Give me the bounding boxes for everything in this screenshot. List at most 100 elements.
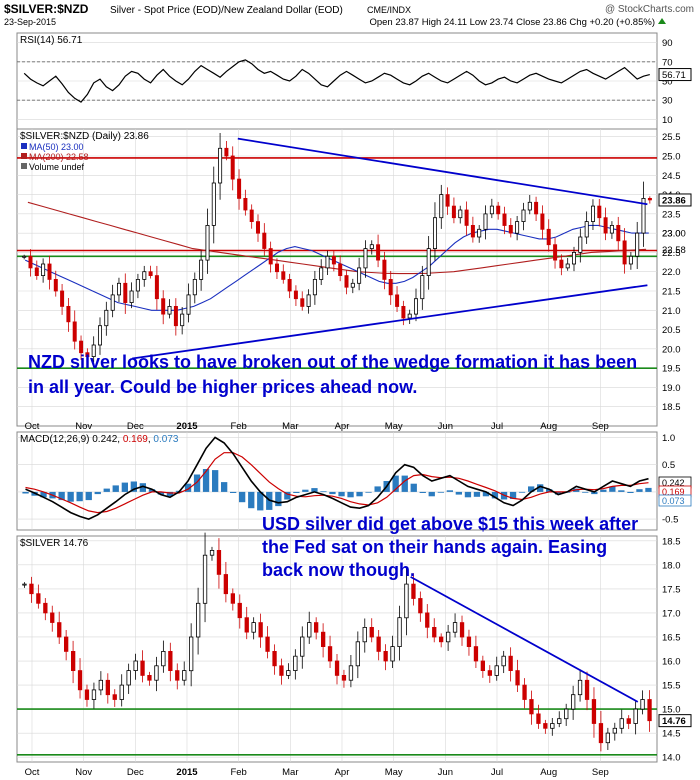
nzd-candle [306, 294, 311, 307]
nzd-candle [540, 213, 545, 230]
macd-histogram-bar [437, 491, 444, 493]
usd-candle [279, 665, 284, 676]
nzd-candle [79, 340, 84, 354]
nzd-candle [559, 259, 564, 269]
nzd-candle [464, 209, 469, 226]
rsi-tick-label: 90 [662, 38, 673, 49]
stockcharts-watermark[interactable]: @ StockCharts.com [605, 4, 694, 15]
ma50-legend: MA(50) 23.00 [29, 142, 84, 152]
nzd-candle [407, 313, 412, 319]
nzd-candle [249, 209, 254, 223]
usd-candle [258, 622, 263, 638]
usd-candle [508, 655, 513, 672]
usd-candle [411, 583, 416, 599]
nzd-tick-label: 22.0 [662, 267, 681, 278]
usd-candle [161, 651, 166, 667]
nzd-month-label: Jul [491, 421, 503, 432]
usd-month-label: Aug [540, 767, 557, 778]
usd-candle [265, 636, 270, 652]
nzd-candle [287, 278, 292, 292]
macd-histogram-bar [609, 486, 616, 492]
usd-candle [577, 679, 583, 696]
usd-candle [612, 727, 617, 734]
usd-annotation-box: USD silver did get above $15 this week a… [262, 514, 638, 580]
macd-histogram-bar [40, 491, 47, 498]
macd-value-tag: 0.242 [662, 478, 685, 488]
macd-histogram-bar [248, 491, 255, 509]
macd-histogram-bar [85, 491, 92, 501]
macd-histogram-bar [518, 491, 526, 493]
nzd-candle [597, 205, 602, 219]
usd-candle [237, 602, 242, 619]
usd-candle [209, 550, 215, 556]
nzd-candle [85, 352, 90, 358]
macd-histogram-bar [627, 491, 634, 493]
usd-month-label: Jul [491, 767, 503, 778]
nzd-candle [205, 224, 210, 261]
symbol-description: Silver - Spot Price (EOD)/New Zealand Do… [110, 5, 343, 16]
nzd-candle [173, 305, 178, 327]
exchange-label: CME/INDX [367, 5, 411, 15]
macd-histogram-bar [591, 491, 598, 495]
nzd-candle [255, 221, 260, 234]
nzd-candle [325, 255, 330, 269]
macd-histogram-bar [446, 490, 453, 492]
nzd-candle [591, 205, 596, 222]
nzd-candle [515, 221, 520, 234]
usd-candle [383, 651, 388, 662]
nzd-candle [439, 194, 444, 219]
usd-month-label: Mar [282, 767, 298, 778]
macd-histogram-bar [491, 491, 499, 499]
usd-candle [133, 660, 138, 672]
nzd-month-label: Aug [540, 421, 557, 432]
usd-candle [633, 708, 638, 724]
nzd-candle [123, 282, 128, 303]
nzd-panel-label: $SILVER:$NZD (Daily) 23.86 [20, 131, 149, 142]
usd-candle [36, 593, 41, 604]
usd-candle [188, 636, 194, 672]
usd-candle [452, 622, 458, 633]
usd-candle [244, 617, 249, 633]
rsi-tick-label: 30 [662, 96, 673, 107]
nzd-candle [413, 298, 418, 315]
macd-histogram-bar [166, 491, 174, 497]
nzd-candle [274, 263, 279, 273]
usd-price-tag-box [658, 714, 692, 728]
usd-candle [119, 684, 124, 700]
nzd-candle [451, 205, 456, 219]
nzd-candle [41, 263, 46, 277]
macd-histogram-bar [193, 474, 201, 492]
usd-month-label: Jun [438, 767, 453, 778]
usd-candle [216, 550, 222, 575]
nzd-candle [230, 155, 235, 180]
macd-histogram-bar [67, 491, 74, 502]
macd-histogram-bar [464, 491, 472, 498]
usd-candle [619, 718, 624, 729]
nzd-candle [483, 213, 488, 230]
nzd-candle [426, 248, 431, 277]
usd-tick-label: 14.5 [662, 729, 681, 740]
macd-value-tag: 0.073 [662, 496, 685, 506]
macd-histogram-bar [419, 491, 426, 493]
nzd-candle [350, 282, 355, 288]
usd-candle [140, 660, 145, 676]
usd-candle [320, 631, 326, 648]
macd-label: MACD(12,26,9) 0.242, 0.169, 0.073 [20, 434, 179, 445]
nzd-month-label: Mar [282, 421, 298, 432]
nzd-candle [47, 263, 52, 280]
rsi-tick-label: 10 [662, 115, 673, 126]
nzd-candle [357, 267, 362, 284]
nzd-candle [470, 224, 475, 238]
rsi-label: RSI(14) 56.71 [20, 35, 83, 46]
usd-candle [647, 699, 652, 722]
usd-candle [57, 622, 62, 638]
nzd-candle [268, 248, 273, 265]
macd-histogram-bar [302, 489, 309, 492]
usd-candle [29, 583, 34, 595]
usd-candle [307, 622, 312, 638]
usd-candle [64, 636, 69, 652]
nzd-candle [363, 248, 368, 269]
ohlc-summary: Open 23.87 High 24.11 Low 23.74 Close 23… [369, 17, 655, 28]
ma200-legend-swatch [21, 153, 27, 159]
macd-histogram-bar [284, 491, 291, 500]
